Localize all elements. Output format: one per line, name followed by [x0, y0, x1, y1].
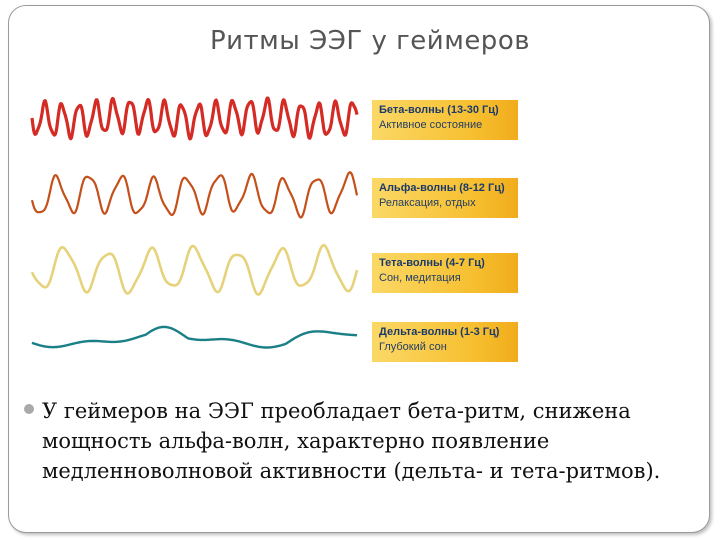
- alpha-wave-description: Релаксация, отдых: [379, 197, 476, 209]
- beta-wave-label: Бета-волны (13-30 Гц) Активное состояние: [372, 100, 518, 140]
- theta-wave-name: Тета-волны (4-7 Гц): [379, 257, 485, 269]
- delta-wave-description: Глубокий сон: [379, 341, 447, 353]
- theta-wave-description: Сон, медитация: [379, 272, 461, 284]
- delta-wave-trace: [31, 325, 358, 349]
- delta-wave-name: Дельта-волны (1-3 Гц): [379, 326, 500, 338]
- slide-title: Ритмы ЭЭГ у геймеров: [209, 26, 531, 56]
- eeg-waves-illustration: [30, 96, 359, 349]
- delta-wave-label: Дельта-волны (1-3 Гц) Глубокий сон: [372, 322, 518, 362]
- beta-wave-name: Бета-волны (13-30 Гц): [379, 104, 499, 116]
- alpha-wave-name: Альфа-волны (8-12 Гц): [379, 182, 505, 194]
- beta-wave-description: Активное состояние: [379, 119, 483, 131]
- alpha-wave-label: Альфа-волны (8-12 Гц) Релаксация, отдых: [372, 178, 518, 218]
- theta-wave-trace: [30, 243, 359, 296]
- gray-circle-bullet-icon: [24, 404, 34, 414]
- slide-frame: [8, 5, 710, 533]
- beta-wave-trace: [30, 96, 359, 141]
- bullet-text: У геймеров на ЭЭГ преобладает бета-ритм,…: [42, 399, 661, 483]
- theta-wave-label: Тета-волны (4-7 Гц) Сон, медитация: [372, 253, 518, 293]
- alpha-wave-trace: [30, 171, 359, 219]
